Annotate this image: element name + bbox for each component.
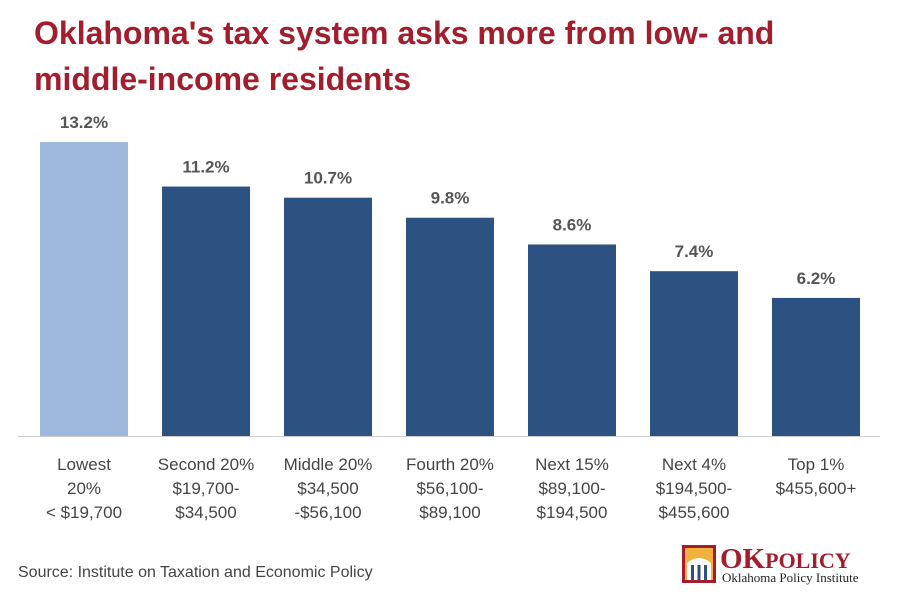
- bar-5: [528, 244, 616, 436]
- category-label-5-line-3: $194,500: [537, 503, 608, 522]
- bar-4: [406, 217, 494, 436]
- category-label-6-line-3: $455,600: [659, 503, 730, 522]
- category-label-2-line-2: $19,700-: [172, 479, 239, 498]
- category-label-4-line-3: $89,100: [419, 503, 480, 522]
- value-label-3: 10.7%: [304, 169, 352, 188]
- bar-6: [650, 271, 738, 436]
- logo-name-rest: POLICY: [765, 548, 851, 573]
- category-label-5-line-1: Next 15%: [535, 455, 609, 474]
- category-label-3-line-2: $34,500: [297, 479, 358, 498]
- category-label-3-line-1: Middle 20%: [284, 455, 373, 474]
- category-label-4-line-2: $56,100-: [416, 479, 483, 498]
- value-label-6: 7.4%: [675, 242, 714, 261]
- source-note: Source: Institute on Taxation and Econom…: [18, 564, 373, 581]
- category-label-2-line-1: Second 20%: [158, 455, 254, 474]
- category-label-7-line-1: Top 1%: [788, 455, 845, 474]
- category-label-4-line-1: Fourth 20%: [406, 455, 494, 474]
- category-label-3-line-3: -$56,100: [294, 503, 361, 522]
- category-label-7-line-2: $455,600+: [776, 479, 857, 498]
- category-label-5-line-2: $89,100-: [538, 479, 605, 498]
- chart-title: Oklahoma's tax system asks more from low…: [34, 15, 775, 97]
- logo-name: OKPOLICY: [720, 543, 851, 576]
- value-label-4: 9.8%: [431, 189, 470, 208]
- value-label-7: 6.2%: [797, 269, 836, 288]
- category-label-6-line-2: $194,500-: [656, 479, 733, 498]
- capitol-icon: [682, 545, 716, 583]
- bar-1: [40, 142, 128, 436]
- bar-3: [284, 197, 372, 436]
- value-label-2: 11.2%: [182, 158, 229, 177]
- value-label-5: 8.6%: [553, 215, 592, 234]
- logo-subtitle: Oklahoma Policy Institute: [722, 570, 859, 585]
- category-label-1-line-3: < $19,700: [46, 503, 122, 522]
- value-label-1: 13.2%: [60, 113, 108, 132]
- logo-name-ok: OK: [720, 543, 766, 575]
- category-label-2-line-3: $34,500: [175, 503, 236, 522]
- category-label-1-line-2: 20%: [67, 479, 101, 498]
- okpolicy-logo: OKPOLICY Oklahoma Policy Institute: [682, 543, 882, 585]
- bar-2: [162, 186, 250, 436]
- category-label-6-line-1: Next 4%: [662, 455, 726, 474]
- category-label-1-line-1: Lowest: [57, 455, 111, 474]
- bar-7: [772, 297, 860, 436]
